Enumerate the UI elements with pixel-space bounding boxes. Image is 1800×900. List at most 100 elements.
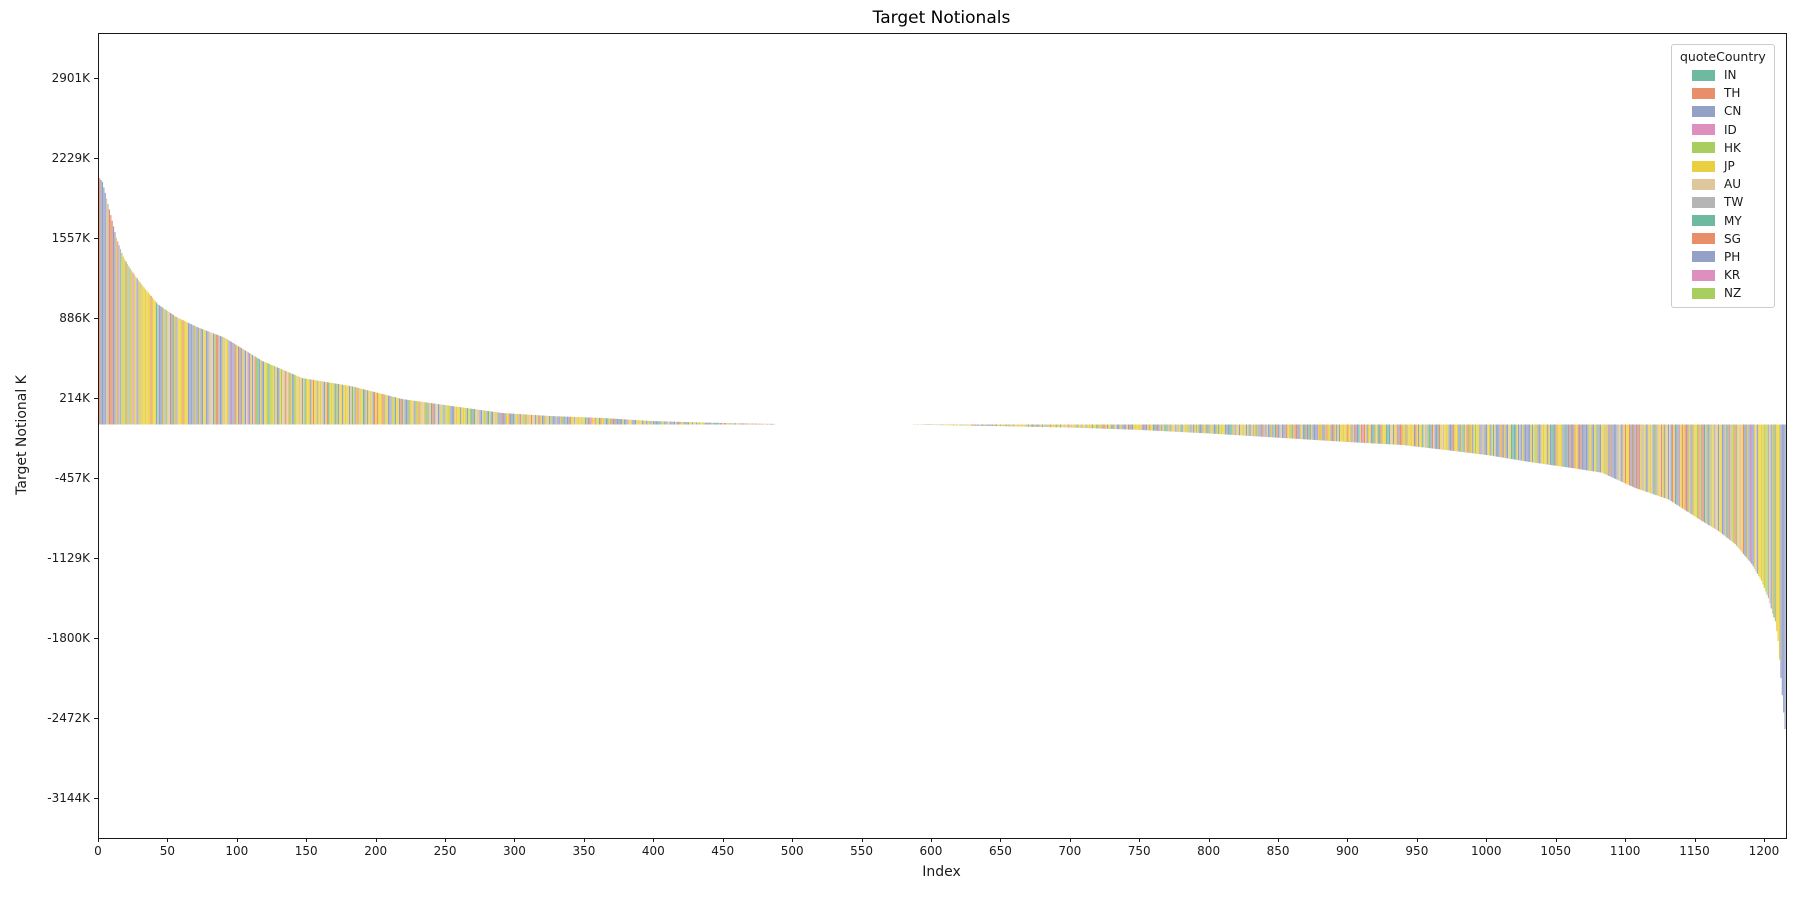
bar: [168, 312, 170, 425]
bar: [410, 400, 412, 425]
bar: [256, 357, 258, 425]
bar: [1011, 424, 1013, 427]
bar: [636, 420, 638, 425]
bar: [1705, 424, 1707, 524]
bar: [1107, 424, 1109, 429]
bar: [1290, 424, 1292, 439]
bar: [1140, 424, 1142, 430]
bar: [467, 408, 469, 425]
bar: [339, 384, 341, 425]
bar: [537, 415, 539, 425]
bar: [1504, 424, 1506, 458]
bar: [622, 419, 624, 425]
legend-swatch: [1692, 105, 1715, 117]
bar: [1047, 424, 1049, 428]
bar: [748, 423, 750, 425]
bar: [507, 413, 509, 425]
bar: [497, 412, 499, 425]
bar: [378, 393, 380, 425]
bar: [390, 396, 392, 425]
bar: [979, 424, 981, 426]
bar: [228, 340, 230, 425]
bar: [1111, 424, 1113, 429]
bar: [708, 422, 710, 425]
bar: [1773, 424, 1775, 618]
bar: [615, 418, 617, 425]
bar: [480, 410, 483, 425]
bar: [1345, 424, 1347, 442]
bar: [1012, 424, 1014, 427]
y-tick-mark: [94, 78, 98, 80]
x-axis-label: Index: [922, 864, 961, 880]
bar: [1036, 424, 1038, 427]
bar: [1270, 424, 1272, 438]
bar: [1043, 424, 1045, 428]
bar: [1393, 424, 1395, 445]
bar: [1470, 424, 1472, 454]
bar: [1506, 424, 1509, 459]
bar: [404, 399, 406, 425]
bar: [1193, 424, 1195, 433]
bar: [664, 421, 666, 425]
bar: [1231, 424, 1234, 435]
bar: [1620, 424, 1622, 482]
bar: [607, 418, 609, 425]
bar: [279, 368, 281, 425]
bar: [237, 346, 240, 425]
bar: [1363, 424, 1366, 443]
bar: [680, 421, 682, 425]
bar: [1355, 424, 1357, 443]
bar: [1166, 424, 1168, 432]
bar: [518, 414, 520, 425]
bar: [585, 417, 587, 425]
bar: [1531, 424, 1533, 463]
bar: [1148, 424, 1150, 431]
bar: [666, 421, 669, 425]
bar: [1308, 424, 1310, 440]
bar: [1420, 424, 1422, 448]
bar: [332, 383, 334, 425]
legend-label: KR: [1724, 268, 1741, 283]
bar: [110, 215, 112, 425]
bar: [1411, 424, 1413, 447]
bar: [218, 335, 220, 425]
bar: [1594, 424, 1596, 472]
bar: [1179, 424, 1181, 432]
bar: [1127, 424, 1129, 430]
x-tick-mark: [583, 838, 585, 842]
bar: [146, 290, 148, 425]
bar: [183, 320, 185, 425]
bar: [1442, 424, 1445, 450]
bar: [1712, 424, 1714, 528]
bar: [751, 423, 753, 425]
bar: [326, 382, 328, 425]
bar: [473, 409, 476, 425]
bar: [1554, 424, 1556, 466]
bar: [1177, 424, 1179, 432]
bar: [1778, 424, 1781, 660]
bar: [1502, 424, 1504, 458]
bar: [1255, 424, 1257, 437]
bar: [1473, 424, 1475, 454]
bar: [1161, 424, 1163, 432]
bar: [557, 416, 559, 425]
bar: [419, 401, 421, 425]
bar: [1709, 424, 1711, 526]
legend-swatch: [1692, 178, 1715, 190]
bar: [292, 373, 294, 425]
legend-label: PH: [1724, 249, 1741, 264]
bar: [1059, 424, 1061, 428]
bar: [1427, 424, 1429, 448]
bar: [554, 416, 556, 425]
bar: [1030, 424, 1032, 427]
bar: [1483, 424, 1485, 455]
bar: [1309, 424, 1311, 440]
x-tick-mark: [861, 838, 863, 842]
bar: [1383, 424, 1385, 444]
x-tick-mark: [236, 838, 238, 842]
bar: [1272, 424, 1274, 438]
bar: [1233, 424, 1235, 435]
legend-label: AU: [1724, 177, 1741, 192]
bar: [156, 302, 158, 425]
x-tick-mark: [1139, 838, 1141, 842]
